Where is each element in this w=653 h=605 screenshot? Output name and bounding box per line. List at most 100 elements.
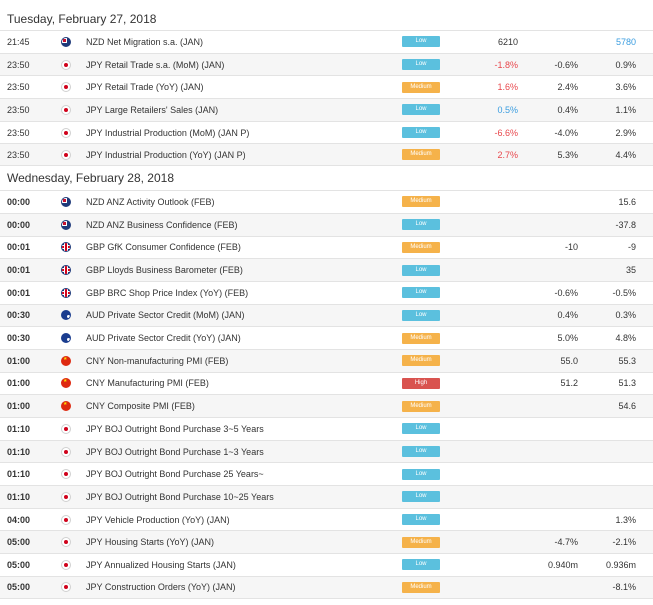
event-name[interactable]: GBP GfK Consumer Confidence (FEB) (86, 242, 241, 253)
impact-cell: Low (402, 418, 440, 440)
actual-value (470, 395, 518, 417)
event-row[interactable]: 00:30 AUD Private Sector Credit (YoY) (JA… (0, 326, 653, 349)
impact-badge: Low (402, 127, 440, 139)
previous-value: 15.6 (618, 196, 636, 207)
event-name[interactable]: AUD Private Sector Credit (YoY) (JAN) (86, 333, 241, 344)
event-row[interactable]: 23:50 JPY Industrial Production (YoY) (JA… (0, 143, 653, 167)
event-name[interactable]: JPY Construction Orders (YoY) (JAN) (86, 582, 236, 593)
actual-value: -6.6% (494, 127, 518, 138)
impact-cell: Low (402, 486, 440, 508)
previous-value (590, 486, 636, 508)
impact-cell: High (402, 373, 440, 395)
actual-value: -1.8% (494, 59, 518, 70)
event-row[interactable]: 00:01 GBP GfK Consumer Confidence (FEB) Me… (0, 235, 653, 259)
event-row[interactable]: 00:01 GBP BRC Shop Price Index (YoY) (FEB… (0, 280, 653, 304)
event-name[interactable]: NZD ANZ Business Confidence (FEB) (86, 219, 238, 230)
event-row[interactable]: 23:50 JPY Industrial Production (MoM) (JA… (0, 120, 653, 144)
event-row[interactable]: 01:10 JPY BOJ Outright Bond Purchase 3~5 … (0, 417, 653, 440)
event-row[interactable]: 01:00 CNY Non-manufacturing PMI (FEB) Medi… (0, 348, 653, 372)
event-time: 05:00 (7, 559, 31, 570)
impact-badge: Medium (402, 241, 440, 253)
event-time: 01:00 (7, 401, 31, 412)
impact-badge: Medium (402, 81, 440, 93)
event-name[interactable]: JPY BOJ Outright Bond Purchase 10~25 Yea… (86, 491, 274, 502)
event-name[interactable]: CNY Non-manufacturing PMI (FEB) (86, 355, 229, 366)
previous-value: -9 (627, 242, 636, 253)
event-row[interactable]: 00:00 NZD ANZ Activity Outlook (FEB) Mediu… (0, 190, 653, 213)
previous-value: 4.8% (615, 333, 636, 344)
impact-badge: Medium (402, 149, 440, 161)
actual-value: 0.5% (497, 104, 518, 115)
event-row[interactable]: 05:00 JPY Housing Starts (YoY) (JAN) Mediu… (0, 530, 653, 554)
uk-flag-icon (61, 287, 71, 298)
event-name[interactable]: JPY Industrial Production (MoM) (JAN P) (86, 127, 250, 138)
event-name[interactable]: NZD Net Migration s.a. (JAN) (86, 36, 204, 47)
actual-value (470, 463, 518, 485)
event-row[interactable]: 05:00 JPY Annualized Housing Starts (JAN)… (0, 553, 653, 576)
jp-flag-icon (61, 537, 71, 548)
uk-flag-icon (61, 242, 71, 253)
event-name[interactable]: JPY BOJ Outright Bond Purchase 25 Years~ (86, 469, 264, 480)
actual-value (470, 418, 518, 440)
event-name[interactable]: GBP BRC Shop Price Index (YoY) (FEB) (86, 287, 249, 298)
event-name[interactable]: CNY Composite PMI (FEB) (86, 401, 195, 412)
forecast-value (530, 577, 578, 598)
event-name[interactable]: NZD ANZ Activity Outlook (FEB) (86, 196, 215, 207)
forecast-value: 0.4% (557, 310, 578, 321)
event-row[interactable]: 05:00 JPY Construction Orders (YoY) (JAN)… (0, 575, 653, 599)
jp-flag-icon (61, 127, 71, 138)
impact-cell: Low (402, 31, 440, 53)
forecast-value (530, 509, 578, 531)
event-row[interactable]: 01:00 CNY Manufacturing PMI (FEB) High 51.2… (0, 371, 653, 395)
event-row[interactable]: 00:00 NZD ANZ Business Confidence (FEB) Lo… (0, 212, 653, 236)
forecast-value (530, 214, 578, 236)
event-name[interactable]: JPY Large Retailers' Sales (JAN) (86, 104, 219, 115)
forecast-value: 5.3% (557, 149, 578, 160)
impact-badge: Medium (402, 536, 440, 548)
actual-value (470, 191, 518, 213)
impact-cell: Low (402, 122, 440, 144)
flag-cell (60, 418, 72, 440)
event-name[interactable]: CNY Manufacturing PMI (FEB) (86, 378, 209, 389)
event-name[interactable]: JPY Housing Starts (YoY) (JAN) (86, 537, 215, 548)
forecast-value (530, 486, 578, 508)
event-row[interactable]: 01:10 JPY BOJ Outright Bond Purchase 1~3 … (0, 439, 653, 463)
event-row[interactable]: 01:10 JPY BOJ Outright Bond Purchase 25 Y… (0, 462, 653, 485)
flag-cell (60, 99, 72, 121)
event-name[interactable]: JPY Retail Trade (YoY) (JAN) (86, 82, 204, 93)
event-row[interactable]: 04:00 JPY Vehicle Production (YoY) (JAN) L… (0, 507, 653, 531)
event-name[interactable]: JPY Annualized Housing Starts (JAN) (86, 559, 236, 570)
event-row[interactable]: 23:50 JPY Large Retailers' Sales (JAN) Low… (0, 98, 653, 121)
actual-value (470, 350, 518, 372)
event-name[interactable]: JPY Industrial Production (YoY) (JAN P) (86, 149, 246, 160)
flag-cell (60, 486, 72, 508)
previous-value: 1.1% (615, 104, 636, 115)
event-name[interactable]: GBP Lloyds Business Barometer (FEB) (86, 265, 243, 276)
impact-badge: Low (402, 514, 440, 526)
flag-cell (60, 327, 72, 349)
flag-cell (60, 214, 72, 236)
event-time: 04:00 (7, 514, 31, 525)
event-row[interactable]: 23:50 JPY Retail Trade (YoY) (JAN) Medium 1… (0, 75, 653, 98)
event-row[interactable]: 23:50 JPY Retail Trade s.a. (MoM) (JAN) Lo… (0, 52, 653, 76)
event-time: 05:00 (7, 537, 31, 548)
event-name[interactable]: JPY Vehicle Production (YoY) (JAN) (86, 514, 230, 525)
flag-cell (60, 76, 72, 98)
forecast-value: 51.2 (560, 378, 578, 389)
impact-badge: Medium (402, 581, 440, 593)
flag-cell (60, 282, 72, 304)
impact-badge: Low (402, 423, 440, 435)
impact-cell: Low (402, 305, 440, 327)
event-row[interactable]: 21:45 NZD Net Migration s.a. (JAN) Low 6210… (0, 30, 653, 53)
flag-cell (60, 54, 72, 76)
forecast-value (530, 259, 578, 281)
event-name[interactable]: AUD Private Sector Credit (MoM) (JAN) (86, 310, 245, 321)
event-row[interactable]: 01:10 JPY BOJ Outright Bond Purchase 10~2… (0, 485, 653, 508)
event-name[interactable]: JPY BOJ Outright Bond Purchase 3~5 Years (86, 423, 264, 434)
impact-cell: Medium (402, 191, 440, 213)
event-row[interactable]: 00:30 AUD Private Sector Credit (MoM) (JA… (0, 303, 653, 327)
event-name[interactable]: JPY Retail Trade s.a. (MoM) (JAN) (86, 59, 225, 70)
event-row[interactable]: 00:01 GBP Lloyds Business Barometer (FEB)… (0, 258, 653, 281)
event-name[interactable]: JPY BOJ Outright Bond Purchase 1~3 Years (86, 446, 264, 457)
event-row[interactable]: 01:00 CNY Composite PMI (FEB) Medium 54.6 (0, 394, 653, 417)
